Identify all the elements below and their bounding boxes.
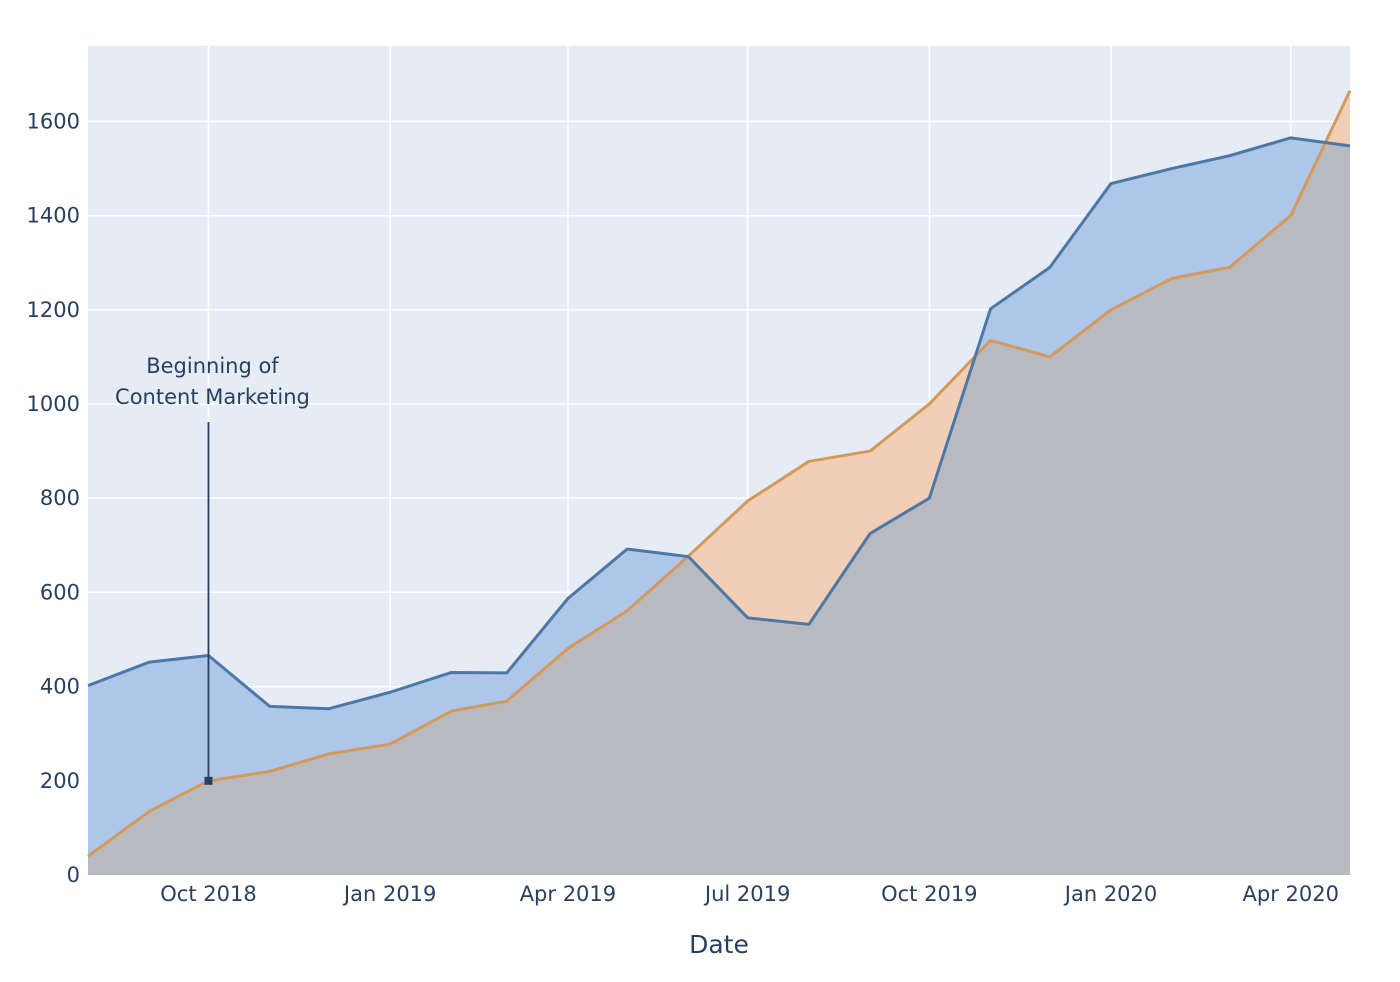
series-1-line xyxy=(87,136,1351,711)
annotation-arrow-head xyxy=(204,776,213,785)
y-tick-label: 1400 xyxy=(27,204,80,228)
annotation: Beginning of Content Marketing xyxy=(115,354,310,785)
y-tick-label: 1600 xyxy=(27,109,80,133)
x-tick-label: Jan 2020 xyxy=(1063,882,1158,906)
area-fills xyxy=(88,90,1350,875)
y-tick-label: 1000 xyxy=(27,392,80,416)
x-tick-label: Oct 2019 xyxy=(881,882,977,906)
y-tick-label: 1200 xyxy=(27,298,80,322)
y-tick-label: 600 xyxy=(40,580,80,604)
x-tick-label: Apr 2020 xyxy=(1243,882,1339,906)
y-axis-ticks: 0 200 400 600 800 1000 1200 1400 1600 xyxy=(27,109,80,887)
annotation-text-line: Beginning of xyxy=(146,354,279,378)
y-tick-label: 200 xyxy=(40,769,80,793)
series-lines xyxy=(87,90,1352,858)
y-tick-label: 400 xyxy=(40,675,80,699)
y-tick-label: 800 xyxy=(40,486,80,510)
x-tick-label: Apr 2019 xyxy=(520,882,616,906)
x-axis-title: Date xyxy=(689,930,749,959)
overlap-area xyxy=(88,142,1350,875)
x-axis-ticks: Oct 2018 Jan 2019 Apr 2019 Jul 2019 Oct 2019… xyxy=(160,882,1339,906)
x-tick-label: Oct 2018 xyxy=(160,882,256,906)
series-2-line xyxy=(87,90,1352,858)
annotation-text-line: Content Marketing xyxy=(115,385,310,409)
x-tick-label: Jan 2019 xyxy=(342,882,437,906)
y-tick-label: 0 xyxy=(67,863,80,887)
x-tick-label: Jul 2019 xyxy=(703,882,790,906)
